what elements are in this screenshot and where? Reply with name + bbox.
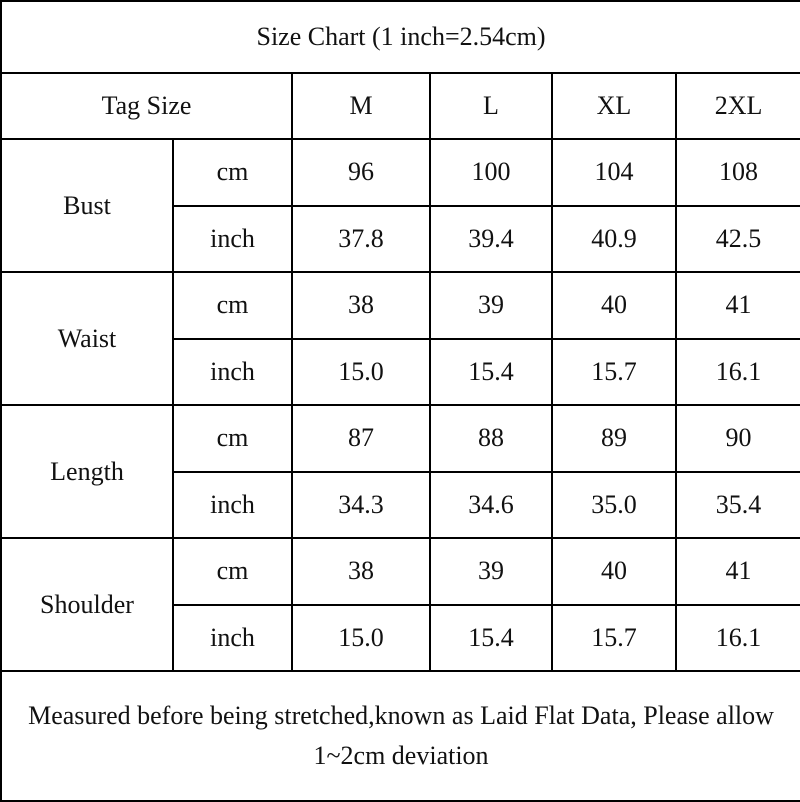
value-cell: 15.4 [429, 603, 553, 672]
value-cell: 15.0 [291, 603, 431, 672]
value-cell: 40 [551, 271, 677, 340]
table-row: inch 37.8 39.4 40.9 42.5 [1, 204, 800, 273]
value-cell: 41 [674, 271, 800, 340]
table-row: Measured before being stretched,known as… [0, 670, 800, 802]
table-row: inch 15.0 15.4 15.7 16.1 [1, 337, 800, 406]
unit-cell: inch [172, 337, 293, 406]
header-cell: M [291, 72, 431, 140]
value-cell: 90 [674, 404, 800, 473]
measure-label: Waist [0, 271, 174, 406]
table-row: Length cm 87 88 89 90 [0, 404, 800, 539]
value-cell: 39 [429, 537, 553, 606]
unit-cell: inch [172, 470, 293, 539]
unit-cell: cm [172, 138, 293, 207]
value-cell: 41 [674, 537, 800, 606]
unit-cell: inch [172, 603, 293, 672]
table-row: Size Chart (1 inch=2.54cm) [0, 0, 800, 74]
value-cell: 35.4 [674, 470, 800, 539]
measure-label: Shoulder [0, 537, 174, 672]
measure-label: Length [0, 404, 174, 539]
value-cell: 37.8 [291, 204, 431, 273]
value-cell: 15.7 [551, 603, 677, 672]
value-cell: 108 [674, 138, 800, 207]
value-cell: 89 [551, 404, 677, 473]
value-cell: 88 [429, 404, 553, 473]
value-cell: 16.1 [674, 337, 800, 406]
value-cell: 15.0 [291, 337, 431, 406]
value-cell: 34.3 [291, 470, 431, 539]
table-title: Size Chart (1 inch=2.54cm) [0, 0, 800, 74]
value-cell: 16.1 [674, 603, 800, 672]
header-cell: XL [551, 72, 677, 140]
value-cell: 39.4 [429, 204, 553, 273]
unit-cell: cm [172, 271, 293, 340]
header-cell: Tag Size [0, 72, 293, 140]
value-cell: 39 [429, 271, 553, 340]
value-cell: 38 [291, 271, 431, 340]
unit-cell: inch [172, 204, 293, 273]
value-cell: 104 [551, 138, 677, 207]
table-row: Shoulder cm 38 39 40 41 [0, 537, 800, 672]
value-cell: 96 [291, 138, 431, 207]
note: Measured before being stretched,known as… [0, 670, 800, 802]
header-cell: 2XL [674, 72, 800, 140]
value-cell: 15.4 [429, 337, 553, 406]
table-row: Bust cm 96 100 104 108 [0, 138, 800, 273]
value-cell: 15.7 [551, 337, 677, 406]
value-cell: 40.9 [551, 204, 677, 273]
measure-label: Bust [0, 138, 174, 273]
table-row: Tag Size M L XL 2XL [0, 72, 800, 140]
unit-cell: cm [172, 537, 293, 606]
value-cell: 100 [429, 138, 553, 207]
table-row: Waist cm 38 39 40 41 [0, 271, 800, 406]
table-row: inch 34.3 34.6 35.0 35.4 [1, 470, 800, 539]
value-cell: 38 [291, 537, 431, 606]
unit-cell: cm [172, 404, 293, 473]
table-row: inch 15.0 15.4 15.7 16.1 [1, 603, 800, 672]
value-cell: 40 [551, 537, 677, 606]
value-cell: 87 [291, 404, 431, 473]
header-cell: L [429, 72, 553, 140]
value-cell: 42.5 [674, 204, 800, 273]
value-cell: 34.6 [429, 470, 553, 539]
value-cell: 35.0 [551, 470, 677, 539]
